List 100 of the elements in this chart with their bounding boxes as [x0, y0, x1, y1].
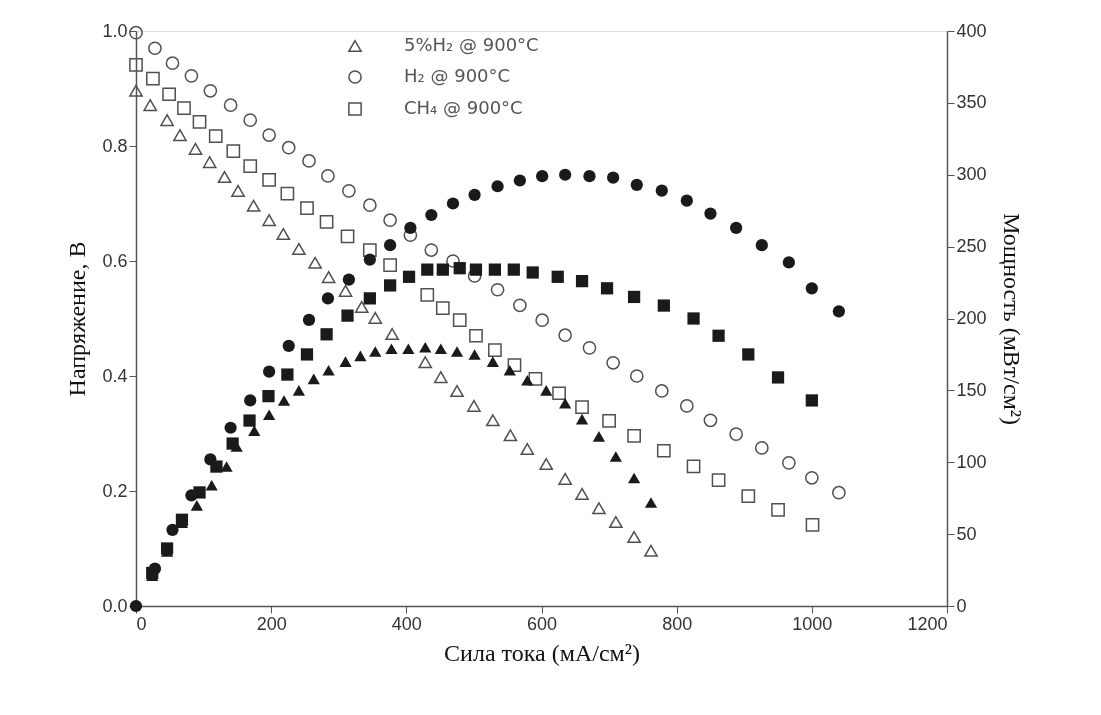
- point: [559, 168, 572, 181]
- point: [362, 198, 377, 213]
- point: [600, 282, 614, 295]
- point: [469, 263, 483, 276]
- point: [771, 503, 785, 517]
- point: [657, 299, 670, 312]
- y-tick-label: 0.8: [102, 135, 128, 156]
- point: [528, 372, 543, 386]
- point: [307, 373, 320, 385]
- point: [644, 544, 658, 557]
- x-axis-title: Сила тока (мА/см²): [444, 639, 640, 666]
- point: [184, 68, 199, 83]
- point: [644, 497, 658, 508]
- point: [341, 309, 354, 322]
- point: [188, 142, 203, 155]
- point: [385, 327, 400, 341]
- point: [741, 489, 756, 504]
- point: [321, 271, 336, 284]
- point: [687, 312, 700, 325]
- point: [383, 279, 397, 292]
- point: [419, 341, 432, 353]
- point: [450, 346, 464, 357]
- point: [575, 400, 589, 414]
- point: [485, 414, 500, 427]
- point: [513, 298, 527, 313]
- point: [243, 159, 258, 173]
- point: [321, 169, 335, 183]
- point: [754, 441, 769, 455]
- y2-tick-label: 350: [956, 92, 987, 113]
- point: [503, 429, 518, 442]
- point: [805, 394, 818, 407]
- point: [129, 58, 143, 72]
- point: [383, 258, 397, 272]
- point: [609, 451, 622, 462]
- point: [282, 339, 295, 352]
- point: [146, 566, 159, 580]
- point: [535, 313, 550, 328]
- point: [363, 253, 376, 266]
- point: [281, 140, 296, 155]
- point: [302, 154, 316, 168]
- point: [418, 356, 433, 369]
- point: [520, 442, 535, 456]
- y2-tick-label: 100: [956, 451, 987, 472]
- point: [402, 343, 415, 354]
- point: [190, 500, 203, 511]
- point: [711, 473, 726, 487]
- point: [280, 186, 295, 201]
- point: [226, 437, 239, 450]
- point: [627, 428, 641, 443]
- point: [276, 227, 291, 241]
- point: [363, 292, 376, 305]
- point: [704, 207, 717, 220]
- point: [592, 431, 606, 442]
- point: [656, 443, 671, 458]
- y-axis-title: Напряжение, В: [64, 241, 91, 397]
- point: [383, 213, 397, 228]
- point: [292, 242, 306, 255]
- point: [583, 170, 596, 183]
- point: [244, 394, 257, 407]
- point: [491, 180, 504, 193]
- point: [177, 101, 191, 115]
- point: [627, 472, 641, 484]
- point: [339, 356, 352, 367]
- x-tick-label: 1000: [792, 613, 833, 634]
- x-tick-label: 800: [662, 613, 693, 634]
- legend-label: 5%H₂ @ 900°C: [404, 34, 539, 55]
- point: [488, 263, 501, 276]
- point: [420, 288, 435, 302]
- point: [551, 270, 564, 283]
- point: [231, 184, 245, 197]
- point: [302, 313, 316, 327]
- y-tick-label: 0.0: [102, 595, 128, 616]
- point: [319, 215, 334, 229]
- point: [755, 239, 768, 252]
- point: [223, 98, 238, 113]
- point: [342, 183, 356, 198]
- point: [354, 350, 367, 362]
- point: [712, 329, 725, 342]
- point: [503, 364, 516, 376]
- point: [210, 460, 223, 473]
- point: [203, 83, 218, 98]
- point: [582, 340, 597, 355]
- point: [148, 41, 162, 56]
- point: [434, 343, 447, 354]
- point: [468, 188, 481, 201]
- point: [362, 243, 377, 257]
- y-tick-label: 0.6: [102, 250, 128, 271]
- point: [262, 128, 277, 142]
- point: [129, 84, 143, 97]
- point: [629, 369, 644, 383]
- point: [729, 427, 744, 441]
- point: [402, 270, 416, 283]
- point: [592, 502, 606, 515]
- point: [805, 518, 820, 532]
- point: [368, 311, 383, 324]
- point: [654, 384, 669, 398]
- point: [246, 199, 261, 212]
- point: [248, 425, 261, 436]
- y-tick-label: 0.2: [102, 480, 128, 501]
- point: [782, 256, 795, 269]
